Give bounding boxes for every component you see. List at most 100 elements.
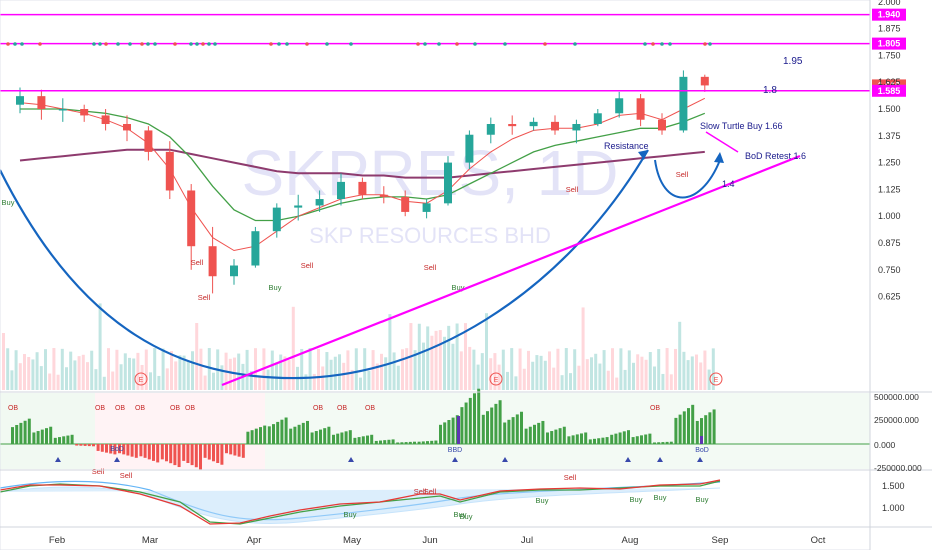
volume-bar (39, 366, 43, 390)
volume-bar (321, 366, 325, 390)
volume-bar (237, 353, 241, 390)
macd-histogram-bar (601, 437, 605, 444)
macd-histogram-bar (473, 393, 476, 444)
volume-bar (342, 362, 346, 390)
macd-histogram-bar (160, 444, 164, 460)
macd-histogram-bar (708, 412, 712, 444)
volume-bar (703, 350, 707, 390)
candle-body (337, 181, 345, 200)
macd-histogram-bar (113, 444, 117, 455)
volume-bar (203, 375, 207, 390)
month-label: Jun (422, 535, 437, 546)
candle-body (272, 207, 281, 232)
volume-bar (464, 323, 467, 390)
volume-bar (375, 363, 379, 390)
earnings-marker (709, 372, 723, 386)
signal-dot (140, 42, 144, 46)
volume-bar (569, 373, 572, 390)
signal-dot (146, 42, 150, 46)
volume-bar (44, 349, 47, 390)
macd-histogram-bar (644, 434, 648, 444)
macd-histogram-bar (379, 440, 382, 444)
macd-histogram-bar (344, 431, 348, 444)
signal-dot (503, 42, 507, 46)
volume-bar (270, 350, 274, 390)
candle-body (165, 151, 174, 191)
buy-triangle (114, 457, 120, 462)
ma-slow-line (19, 148, 705, 179)
macd-histogram-bar (678, 414, 682, 444)
macd-histogram-bar (490, 407, 494, 444)
candle-body (615, 98, 624, 114)
macd-histogram-bar (96, 444, 100, 451)
signal-dot (38, 42, 42, 46)
ob-label: OB (337, 405, 347, 412)
handle-arc-drawing (654, 159, 721, 199)
macd-histogram-bar (533, 424, 536, 444)
buy-triangle (625, 457, 631, 462)
macd-histogram-bar (430, 440, 434, 444)
volume-bar (380, 353, 383, 390)
macd-histogram-bar (254, 428, 258, 444)
volume-bar (514, 376, 518, 390)
buy-triangle (697, 457, 703, 462)
signal-dot (285, 42, 289, 46)
macd-histogram-bar (58, 437, 61, 444)
macd-histogram-bar (541, 420, 545, 444)
ob-label: OB (170, 405, 180, 412)
candle-body (593, 113, 602, 125)
volume-bar (623, 369, 627, 390)
candle-body (508, 124, 517, 127)
sell-label: Sell (424, 263, 437, 272)
buy-label: Buy (454, 510, 467, 519)
sell-label: Sell (676, 170, 689, 179)
macd-histogram-bar (340, 432, 344, 444)
volume-bar (333, 356, 337, 390)
macd-histogram-bar (152, 444, 155, 461)
cup-arc-drawing (0, 149, 649, 380)
macd-histogram-bar (126, 444, 130, 456)
macd-histogram-bar (648, 433, 652, 444)
volume-bar (359, 377, 362, 390)
ob-label: OB (8, 405, 18, 412)
volume-bar (539, 355, 543, 390)
price-tick-label: 1.375 (878, 131, 901, 141)
price-badge-label: 1.940 (878, 10, 901, 20)
volume-bar (161, 348, 165, 390)
macd-histogram-bar (225, 444, 228, 454)
macd-histogram-bar (712, 409, 716, 444)
volume-bar (699, 362, 703, 390)
annotation-level-195: 1.95 (783, 56, 803, 67)
macd-histogram-bar (92, 444, 95, 447)
candle-body (144, 130, 153, 152)
price-tick-label: 1.250 (878, 158, 901, 168)
volume-bar (531, 361, 535, 390)
osc-tick-label: 1.500 (882, 481, 905, 491)
volume-bar (207, 348, 211, 390)
volume-bar (220, 365, 224, 390)
candle-body (401, 196, 410, 212)
signal-dot (201, 42, 205, 46)
macd-histogram-bar (669, 441, 673, 444)
volume-bar (123, 353, 127, 390)
volume-bar (548, 351, 551, 390)
macd-histogram-bar (408, 441, 412, 444)
macd-histogram-bar (520, 411, 523, 444)
macd-histogram-bar (199, 444, 202, 470)
macd-signal-bar (457, 416, 460, 444)
volume-bar (27, 357, 31, 390)
buy-label: Buy (269, 283, 282, 292)
volume-bar (300, 348, 304, 390)
macd-histogram-bar (687, 408, 690, 444)
candle-body (16, 96, 24, 105)
price-tick-label: 0.875 (878, 238, 901, 248)
price-tick-label: 2.000 (878, 0, 901, 7)
macd-histogram-bar (40, 429, 44, 444)
volume-bar (115, 349, 119, 390)
signal-dots-row (6, 42, 712, 46)
macd-histogram-bar (546, 432, 549, 444)
macd-histogram-bar (571, 435, 575, 444)
volume-bar (506, 371, 509, 390)
ob-label: OB (115, 405, 125, 412)
